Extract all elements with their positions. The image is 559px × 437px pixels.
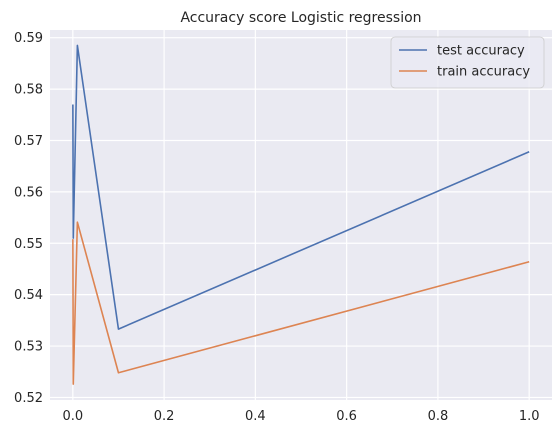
y-tick-label: 0.57 — [14, 134, 43, 149]
tick-labels: 0.0 0.2 0.4 0.6 0.8 1.0 0.52 0.53 0.54 0.55 0.56 0.… — [14, 31, 539, 424]
x-tick-label: 0.8 — [428, 409, 449, 424]
y-tick-label: 0.55 — [14, 237, 43, 252]
chart-title: Accuracy score Logistic regression — [180, 10, 421, 26]
legend-label: train accuracy — [437, 65, 530, 80]
x-tick-label: 1.0 — [519, 409, 540, 424]
x-tick-label: 0.6 — [336, 409, 357, 424]
y-tick-label: 0.54 — [14, 288, 43, 303]
y-tick-label: 0.58 — [14, 83, 43, 98]
y-tick-label: 0.52 — [14, 391, 43, 406]
legend: test accuracy train accuracy — [390, 36, 545, 89]
series-line-test-accuracy — [72, 44, 530, 330]
y-tick-label: 0.53 — [14, 340, 43, 355]
y-tick-label: 0.59 — [14, 31, 43, 46]
legend-box — [390, 36, 545, 89]
series-lines — [72, 44, 530, 385]
grid — [50, 30, 552, 400]
x-tick-label: 0.0 — [62, 409, 83, 424]
x-tick-label: 0.2 — [154, 409, 175, 424]
series-line-train-accuracy — [72, 221, 530, 385]
x-tick-label: 0.4 — [245, 409, 266, 424]
plot-area — [50, 30, 552, 400]
legend-label: test accuracy — [437, 44, 525, 59]
y-tick-label: 0.56 — [14, 185, 43, 200]
